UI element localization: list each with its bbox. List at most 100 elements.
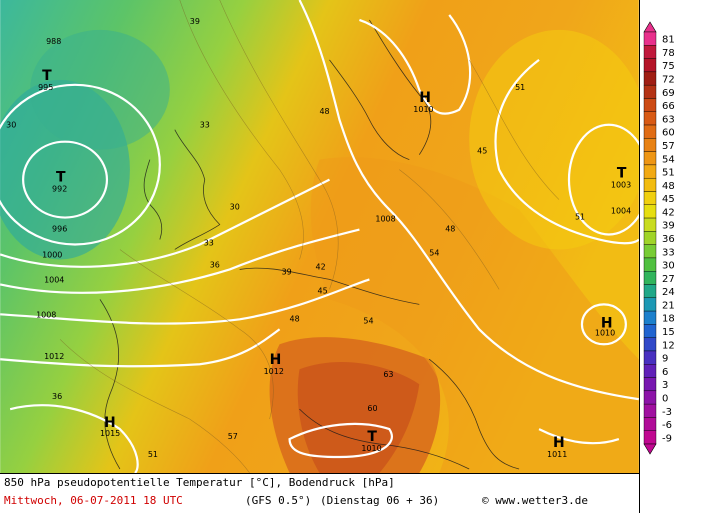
legend-value: 15: [662, 327, 675, 338]
legend-swatch: [643, 191, 657, 205]
pressure-center-symbol: H: [270, 352, 282, 368]
legend-swatch: [643, 284, 657, 299]
pressure-center-value: 995: [38, 83, 53, 92]
temperature-label: 45: [318, 286, 328, 295]
pressure-center-value: 1012: [264, 367, 284, 376]
color-scale-legend: 8178757269666360575451484542393633302724…: [643, 21, 675, 455]
legend-swatch: [643, 430, 657, 445]
map-caption: 850 hPa pseudopotentielle Temperatur [°C…: [0, 474, 640, 513]
temperature-label: 39: [190, 17, 200, 26]
legend-value: 63: [662, 114, 675, 125]
legend-value: 54: [662, 154, 675, 165]
legend-swatch: [643, 58, 657, 73]
temperature-label: 54: [429, 248, 439, 257]
legend-value: -6: [662, 420, 672, 431]
legend-value: 9: [662, 354, 668, 365]
legend-max-arrow: [643, 21, 657, 33]
isobar-label: 996: [52, 225, 67, 234]
caption-date: Mittwoch, 06-07-2011 18 UTC: [4, 494, 183, 507]
isobar-label: 1012: [44, 352, 64, 361]
temperature-label: 57: [228, 432, 238, 441]
pressure-center-value: 1003: [611, 181, 631, 190]
legend-swatch: [643, 124, 657, 139]
legend-value: 0: [662, 393, 668, 404]
isobar-label: 1004: [44, 275, 64, 284]
legend-swatch: [643, 84, 657, 99]
weather-map: T T H H H T H T H 995 992 1010 1012 1015…: [0, 0, 640, 474]
pressure-center-symbol: T: [42, 68, 52, 84]
temperature-label: 39: [282, 267, 292, 276]
pressure-center-value: 1010: [413, 105, 433, 114]
temperature-label: 42: [316, 262, 326, 271]
legend-swatch: [643, 138, 657, 152]
legend-value: 66: [662, 101, 675, 112]
legend-swatch: [643, 403, 657, 418]
legend-swatch: [643, 231, 657, 245]
legend-value: 6: [662, 367, 668, 378]
pressure-center-symbol: T: [617, 166, 627, 182]
legend-value: 60: [662, 128, 675, 139]
pressure-center-symbol: T: [56, 170, 66, 186]
legend-swatch: [643, 164, 657, 179]
legend-swatch: [643, 310, 657, 325]
legend-value: 72: [662, 75, 675, 86]
temperature-label: 60: [367, 404, 377, 413]
legend-value: 57: [662, 141, 675, 152]
temperature-label: 36: [210, 260, 220, 269]
caption-run: (Dienstag 06 + 36): [320, 494, 440, 507]
pressure-center-value: 1010: [361, 444, 381, 453]
temperature-label: 51: [148, 450, 158, 459]
temperature-label: 33: [200, 121, 210, 130]
legend-value: 21: [662, 300, 675, 311]
temperature-label: 54: [363, 316, 373, 325]
legend-swatch: [643, 377, 657, 392]
legend-value: 45: [662, 194, 675, 205]
legend-swatch: [643, 151, 657, 166]
legend-value: 48: [662, 181, 675, 192]
temperature-label: 36: [52, 392, 62, 401]
temperature-label: 63: [383, 370, 393, 379]
temperature-label: 51: [575, 213, 585, 222]
legend-swatch: [643, 98, 657, 112]
legend-value: 51: [662, 168, 675, 179]
legend-value: 27: [662, 274, 675, 285]
legend-swatch: [643, 390, 657, 405]
temperature-label: 51: [515, 83, 525, 92]
isobar-label: 1000: [42, 250, 62, 259]
legend-swatch: [643, 364, 657, 378]
pressure-center-symbol: H: [104, 415, 116, 431]
isobar-label: 1004: [611, 207, 631, 216]
legend-value: 42: [662, 207, 675, 218]
temperature-label: 33: [204, 238, 214, 247]
legend-value: -3: [662, 407, 672, 418]
isobar-label: 988: [46, 37, 61, 46]
website-credit: © www.wetter3.de: [482, 494, 588, 507]
isobar-label: 1008: [375, 215, 395, 224]
legend-value: 39: [662, 221, 675, 232]
caption-model: (GFS 0.5°): [245, 494, 312, 507]
legend-swatch: [643, 417, 657, 431]
legend-value: 36: [662, 234, 675, 245]
legend-value: 81: [662, 35, 675, 46]
pressure-center-symbol: H: [419, 90, 431, 106]
temperature-label: 30: [6, 121, 16, 130]
legend-swatch: [643, 324, 657, 338]
pressure-center-symbol: H: [553, 435, 565, 451]
legend-swatch: [643, 177, 657, 192]
pressure-center-symbol: T: [367, 429, 377, 445]
legend-min-arrow: [643, 443, 657, 455]
legend-swatch: [643, 217, 657, 232]
legend-value: 30: [662, 261, 675, 272]
pressure-center-value: 992: [52, 185, 67, 194]
legend-value: 75: [662, 61, 675, 72]
temperature-label: 30: [230, 203, 240, 212]
legend-value: 33: [662, 247, 675, 258]
legend-value: 24: [662, 287, 675, 298]
temperature-label: 48: [445, 225, 455, 234]
temperature-label: 48: [290, 314, 300, 323]
caption-title: 850 hPa pseudopotentielle Temperatur [°C…: [4, 476, 395, 489]
pressure-center-symbol: H: [601, 315, 613, 331]
legend-swatch: [643, 271, 657, 285]
legend-swatch: [643, 111, 657, 126]
legend-value: 78: [662, 48, 675, 59]
